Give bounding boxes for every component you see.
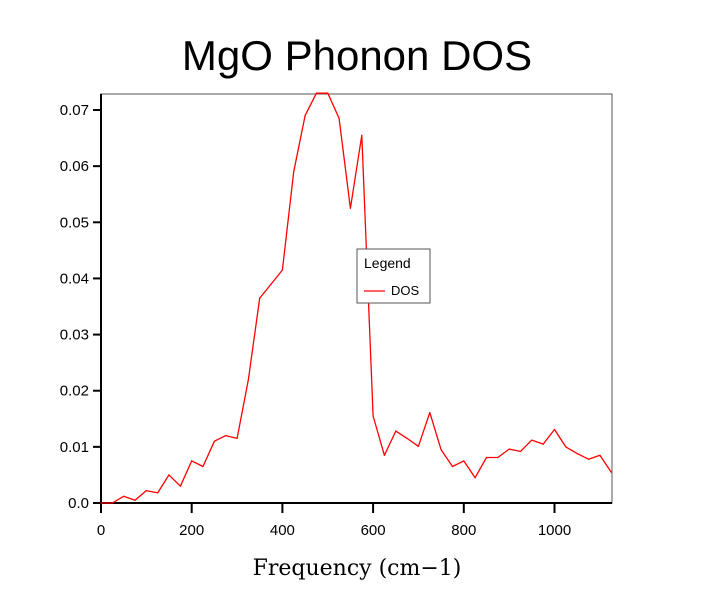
y-tick-label: 0.05 (60, 214, 89, 231)
legend: Legend DOS (356, 248, 431, 304)
legend-title: Legend (364, 255, 411, 271)
y-axis: 0.0 0.01 0.02 0.03 0.04 0.05 0.06 0.07 (60, 94, 102, 512)
data-point (168, 474, 170, 476)
data-point (236, 437, 238, 439)
x-axis: 0 200 400 600 800 1000 (93, 502, 612, 539)
data-point (338, 117, 340, 119)
data-point (542, 443, 544, 445)
data-point (327, 92, 329, 94)
x-axis-label: Frequency (cm−1) (253, 556, 462, 581)
data-point (349, 207, 351, 209)
data-point (202, 465, 204, 468)
data-point (429, 412, 431, 414)
data-point (451, 465, 454, 468)
y-tick-label: 0.06 (60, 158, 89, 175)
data-point (145, 490, 147, 492)
data-point (395, 430, 397, 432)
y-tick-label: 0.0 (68, 495, 89, 512)
data-point (191, 460, 193, 462)
data-point (485, 456, 488, 459)
data-point (440, 449, 442, 451)
data-point (123, 495, 125, 497)
legend-label-dos: DOS (391, 283, 420, 298)
data-point (599, 454, 601, 456)
data-point (361, 134, 363, 136)
data-point (111, 502, 113, 504)
x-tick-label: 1000 (538, 522, 571, 539)
data-point (587, 458, 590, 460)
data-point (247, 378, 249, 381)
data-point (576, 453, 578, 455)
data-point (383, 454, 385, 456)
data-point (315, 92, 317, 94)
data-point (179, 485, 181, 487)
data-point (508, 448, 510, 450)
data-point (610, 471, 612, 473)
data-point (565, 446, 567, 448)
data-point (406, 437, 408, 439)
data-point (531, 439, 533, 441)
data-point (372, 415, 374, 417)
y-tick-label: 0.03 (60, 327, 89, 344)
x-tick-label: 800 (451, 522, 476, 539)
data-point (519, 450, 522, 452)
data-point (157, 492, 159, 494)
x-tick-label: 600 (361, 522, 386, 539)
data-point (304, 115, 306, 117)
x-tick-label: 200 (179, 522, 204, 539)
data-point (134, 499, 136, 501)
y-tick-label: 0.01 (60, 439, 89, 456)
data-point (474, 477, 476, 479)
data-point (497, 456, 499, 459)
data-point (281, 269, 283, 271)
data-point (463, 460, 465, 462)
y-tick-label: 0.07 (60, 102, 89, 119)
x-tick-label: 400 (270, 522, 295, 539)
chart-title: MgO Phonon DOS (182, 32, 532, 79)
data-point (417, 445, 419, 447)
data-point (213, 440, 215, 442)
x-tick-label: 0 (97, 522, 105, 539)
data-point (225, 435, 227, 437)
y-tick-label: 0.04 (60, 270, 89, 287)
data-point (553, 428, 556, 431)
series-line-dos (101, 92, 612, 504)
y-tick-label: 0.02 (60, 383, 89, 400)
data-point (270, 283, 272, 285)
legend-box (356, 248, 431, 304)
data-point (259, 297, 261, 299)
data-point (100, 502, 102, 504)
data-point (293, 171, 295, 173)
series-group (100, 92, 612, 504)
